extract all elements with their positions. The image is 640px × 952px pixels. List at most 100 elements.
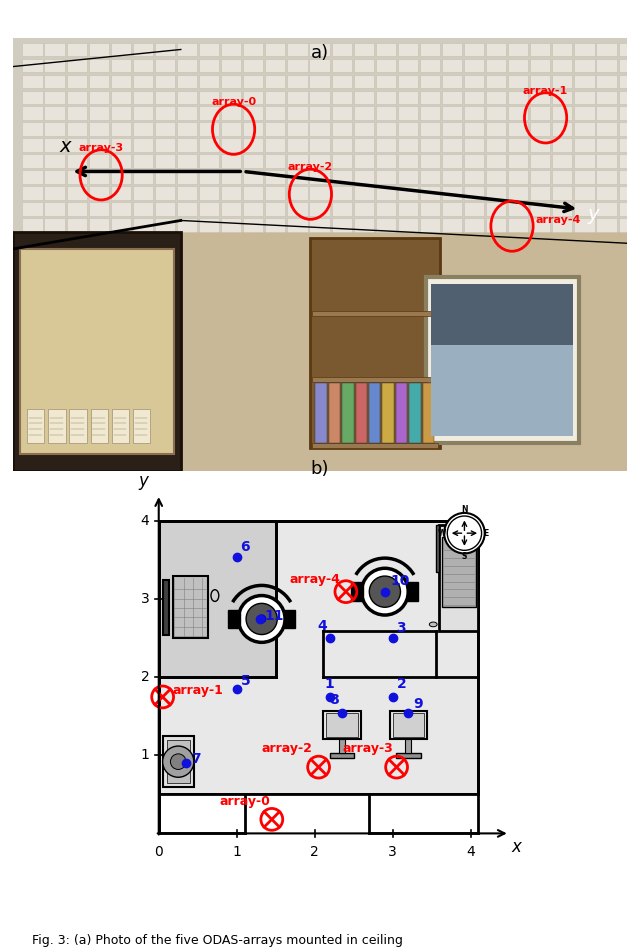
- Bar: [155, 154, 175, 169]
- Bar: [67, 170, 87, 184]
- Bar: [243, 90, 264, 104]
- Bar: [596, 90, 617, 104]
- Bar: [420, 187, 440, 200]
- Bar: [310, 107, 330, 120]
- Bar: [393, 713, 424, 737]
- Bar: [70, 408, 87, 443]
- Text: $y$: $y$: [587, 208, 601, 227]
- Bar: [310, 154, 330, 169]
- Bar: [351, 583, 363, 601]
- Bar: [177, 74, 197, 89]
- Bar: [111, 154, 131, 169]
- Bar: [177, 202, 197, 216]
- Bar: [111, 107, 131, 120]
- Bar: [376, 90, 396, 104]
- Bar: [508, 154, 529, 169]
- Bar: [159, 522, 479, 794]
- Bar: [155, 107, 175, 120]
- Bar: [354, 170, 374, 184]
- Bar: [177, 187, 197, 200]
- Bar: [398, 74, 418, 89]
- Circle shape: [163, 746, 194, 777]
- Bar: [552, 187, 573, 200]
- Bar: [376, 138, 396, 152]
- Bar: [508, 107, 529, 120]
- Bar: [89, 202, 109, 216]
- Bar: [310, 90, 330, 104]
- Bar: [243, 43, 264, 56]
- Bar: [312, 443, 438, 448]
- Bar: [166, 740, 190, 783]
- Bar: [221, 154, 241, 169]
- Bar: [464, 154, 484, 169]
- Bar: [133, 59, 153, 72]
- Bar: [354, 123, 374, 136]
- Bar: [177, 218, 197, 232]
- Bar: [442, 107, 462, 120]
- Text: 9: 9: [413, 697, 422, 711]
- Bar: [332, 59, 352, 72]
- Bar: [619, 170, 639, 184]
- Bar: [431, 285, 573, 345]
- Bar: [199, 90, 220, 104]
- Bar: [91, 408, 108, 443]
- Bar: [575, 187, 595, 200]
- Bar: [530, 170, 550, 184]
- Bar: [221, 90, 241, 104]
- Bar: [28, 408, 45, 443]
- Bar: [390, 711, 427, 739]
- Text: 3: 3: [397, 621, 406, 635]
- Bar: [67, 107, 87, 120]
- Bar: [310, 170, 330, 184]
- Bar: [266, 123, 285, 136]
- Bar: [22, 90, 42, 104]
- Bar: [310, 43, 330, 56]
- Bar: [329, 384, 340, 443]
- Bar: [287, 43, 308, 56]
- Bar: [436, 526, 440, 572]
- Bar: [199, 43, 220, 56]
- Bar: [442, 74, 462, 89]
- Bar: [13, 232, 181, 471]
- Bar: [552, 90, 573, 104]
- Bar: [199, 170, 220, 184]
- Text: 2: 2: [397, 678, 406, 691]
- Bar: [410, 384, 421, 443]
- Bar: [159, 522, 479, 794]
- Bar: [45, 154, 65, 169]
- Bar: [552, 123, 573, 136]
- Bar: [45, 90, 65, 104]
- Bar: [228, 609, 240, 628]
- Bar: [442, 90, 462, 104]
- Bar: [89, 90, 109, 104]
- Bar: [89, 123, 109, 136]
- Bar: [266, 218, 285, 232]
- Bar: [575, 43, 595, 56]
- Bar: [155, 218, 175, 232]
- Bar: [596, 202, 617, 216]
- Bar: [398, 107, 418, 120]
- Bar: [442, 138, 462, 152]
- Bar: [111, 218, 131, 232]
- Bar: [67, 90, 87, 104]
- Text: $x$: $x$: [59, 137, 73, 156]
- Bar: [619, 187, 639, 200]
- Bar: [287, 123, 308, 136]
- Bar: [342, 384, 354, 443]
- Bar: [221, 187, 241, 200]
- Bar: [339, 739, 345, 753]
- Bar: [45, 59, 65, 72]
- Bar: [596, 123, 617, 136]
- Bar: [266, 187, 285, 200]
- Bar: [440, 526, 479, 630]
- Bar: [575, 123, 595, 136]
- Bar: [287, 154, 308, 169]
- Bar: [405, 739, 412, 753]
- Bar: [619, 154, 639, 169]
- Bar: [221, 138, 241, 152]
- Bar: [111, 123, 131, 136]
- Bar: [45, 202, 65, 216]
- Bar: [199, 138, 220, 152]
- Bar: [508, 59, 529, 72]
- Bar: [619, 218, 639, 232]
